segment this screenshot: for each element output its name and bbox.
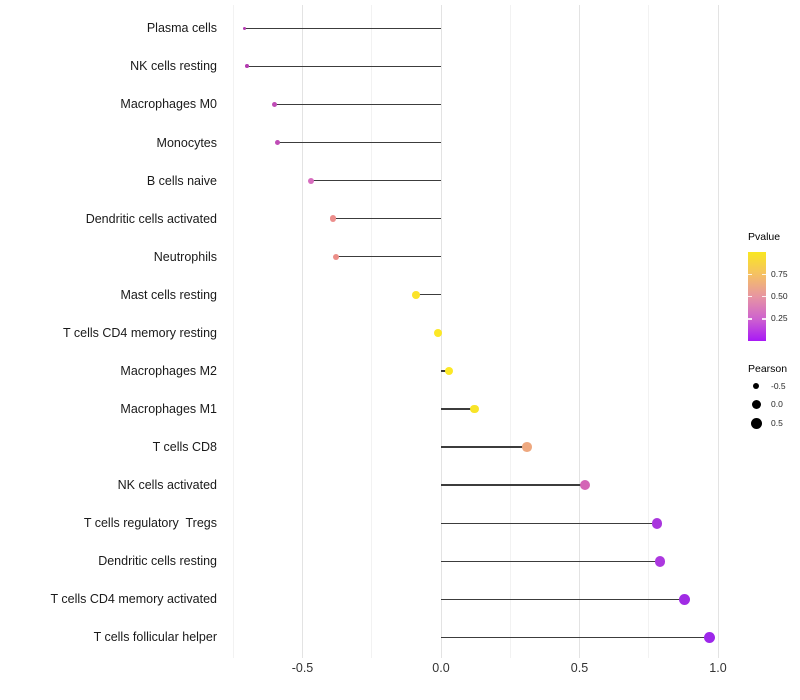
lollipop-stem: [247, 65, 441, 68]
lollipop-stem: [441, 636, 710, 639]
pvalue-legend-tick-label: 0.25: [771, 313, 788, 324]
lollipop-stem: [244, 27, 441, 29]
lollipop-dot: [679, 593, 691, 605]
lollipop-dot: [469, 404, 479, 414]
major-gridline: [579, 5, 580, 658]
pvalue-legend-title: Pvalue: [748, 231, 781, 243]
lollipop-dot: [434, 328, 443, 337]
lollipop-stem: [277, 141, 441, 144]
lollipop-dot: [242, 26, 247, 30]
lollipop-stem: [441, 560, 660, 562]
minor-gridline: [648, 5, 650, 658]
lollipop-dot: [522, 442, 532, 452]
lollipop-dot: [651, 517, 663, 529]
y-axis-label: Dendritic cells activated: [85, 211, 217, 226]
lollipop-dot: [272, 101, 278, 107]
y-axis-label: T cells CD8: [152, 440, 217, 455]
lollipop-stem: [274, 103, 441, 106]
lollipop-stem: [441, 370, 450, 372]
pearson-legend-label: 0.5: [771, 417, 783, 428]
pvalue-gradient-bar: [748, 252, 766, 341]
lollipop-stem: [335, 256, 441, 258]
minor-gridline: [509, 5, 511, 658]
pearson-legend-label: 0.0: [771, 399, 783, 410]
y-axis-label: NK cells resting: [130, 59, 217, 74]
y-axis-label: Neutrophils: [153, 249, 217, 264]
pearson-legend-label: -0.5: [771, 380, 786, 391]
lollipop-stem: [441, 484, 586, 486]
gradient-tick-mark: [748, 318, 752, 320]
lollipop-stem: [332, 218, 441, 220]
lollipop-dot: [580, 480, 591, 491]
lollipop-dot: [245, 64, 249, 69]
lollipop-dot: [412, 290, 420, 299]
y-axis-label: Macrophages M1: [120, 402, 217, 416]
y-axis-label: Monocytes: [156, 135, 217, 150]
lollipop-stem: [416, 294, 441, 296]
major-gridline: [717, 5, 719, 658]
y-axis-label: T cells CD4 memory resting: [63, 325, 217, 340]
lollipop-stem: [310, 179, 441, 182]
gradient-tick-mark: [748, 295, 752, 298]
pvalue-legend-tick-label: 0.75: [771, 268, 788, 279]
minor-gridline: [371, 5, 373, 658]
y-axis-label: Macrophages M2: [120, 363, 217, 378]
pearson-legend-title: Pearson: [748, 363, 788, 375]
lollipop-stem: [441, 598, 685, 600]
y-axis-label: T cells CD4 memory activated: [50, 592, 218, 607]
lollipop-dot: [332, 253, 339, 260]
gradient-tick-mark: [762, 295, 766, 298]
y-axis-label: Plasma cells: [146, 21, 217, 36]
y-axis-label: T cells follicular helper: [93, 630, 217, 645]
x-axis-tick-label: 0.5: [570, 661, 589, 675]
x-axis-tick-label: 0.0: [432, 661, 450, 675]
y-axis-label: B cells naive: [146, 173, 217, 188]
lollipop-stem: [441, 446, 527, 448]
pearson-legend-dot: [753, 383, 759, 389]
y-axis-label: NK cells activated: [117, 478, 217, 493]
y-axis-label: Macrophages M0: [120, 97, 217, 112]
lollipop-dot: [329, 215, 337, 222]
x-axis-tick-label: -0.5: [291, 661, 314, 675]
y-axis-label: Mast cells resting: [120, 287, 217, 302]
lollipop-dot: [307, 177, 314, 184]
pearson-legend-dot: [750, 417, 762, 429]
x-axis-tick-label: 1.0: [709, 661, 727, 675]
lollipop-dot: [275, 140, 281, 145]
gradient-tick-mark: [748, 273, 752, 275]
pvalue-legend-tick-label: 0.50: [771, 291, 788, 301]
gradient-tick-mark: [762, 273, 766, 275]
lollipop-stem: [441, 408, 475, 410]
lollipop-stem: [441, 522, 658, 524]
major-gridline: [302, 5, 303, 658]
y-axis-label: Dendritic cells resting: [98, 554, 217, 569]
gradient-tick-mark: [762, 318, 766, 320]
lollipop-dot: [445, 366, 454, 376]
y-axis-label: T cells regulatory Tregs: [83, 516, 217, 531]
lollipop-dot: [703, 631, 716, 644]
minor-gridline: [232, 5, 234, 658]
lollipop-dot: [654, 555, 666, 567]
pearson-legend-dot: [751, 400, 761, 410]
